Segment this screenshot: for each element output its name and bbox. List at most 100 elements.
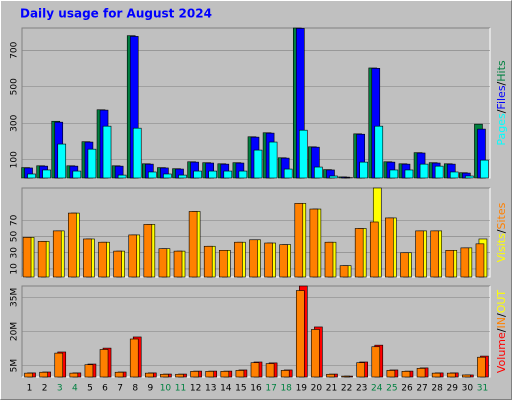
bar [205,371,215,378]
bar [148,171,157,179]
bar [445,250,455,278]
bar [386,370,396,378]
bar [57,143,67,179]
x-tick-label: 31 [477,384,488,394]
bar [145,372,154,378]
bar [265,363,275,378]
legend-entry: Volume [495,332,508,373]
y-tick-label: 700 [10,41,20,58]
bar [143,224,153,278]
bar [163,173,172,179]
bar [283,168,293,179]
bar [117,174,127,179]
legend-entry: Sites [495,202,508,229]
bar [158,248,168,278]
bar [401,371,411,378]
x-tick-label: 25 [386,384,397,394]
bar [415,230,424,278]
bar [219,250,228,278]
bar [87,148,97,179]
bar [208,170,218,179]
bar [234,241,243,278]
legend: Volume/IN/OUT [495,290,508,374]
x-tick-label: 8 [132,384,138,394]
bar [98,241,107,278]
x-tick-label: 21 [326,384,337,394]
bar [416,368,426,378]
bar [69,372,79,378]
bar [354,228,364,278]
bar [462,374,471,378]
x-tick-label: 26 [401,384,413,394]
bar [400,252,409,278]
x-tick-label: 27 [416,384,427,394]
bar [314,166,323,179]
bar [311,329,320,378]
bar [356,362,365,378]
legend-entry: OUT [495,290,508,314]
x-tick-label: 14 [220,384,232,394]
x-tick-label: 7 [117,384,123,394]
legend-entry: Hits [495,60,508,82]
bar [102,125,112,179]
x-tick-label: 3 [57,384,63,394]
x-tick-label: 2 [42,384,48,394]
bar [175,373,184,378]
x-tick-label: 16 [250,384,262,394]
bar [374,125,384,179]
legend-entry: IN [495,317,508,328]
x-tick-label: 13 [205,384,216,394]
bar [339,265,349,278]
y-tick-label: 5M [10,359,20,373]
bar [371,346,381,378]
legend-separator: / [495,109,508,113]
bar [54,352,64,378]
bar [128,234,138,278]
bar [419,163,429,179]
bar [113,250,122,278]
x-tick-label: 22 [341,384,352,394]
x-tick-label: 4 [72,384,78,394]
bar [84,364,94,378]
bar [68,212,77,278]
x-tick-label: 19 [296,384,308,394]
bar [268,141,278,179]
bar [460,247,470,278]
bar [203,245,213,278]
bar [72,170,82,179]
panel-frame-dark [21,187,490,277]
bar [309,208,319,278]
y-tick-label: 500 [10,78,20,95]
bar [280,370,290,378]
panel-frame-dark [21,27,490,178]
bar [114,371,124,378]
bar [477,356,486,378]
bar [446,372,456,378]
bar [249,239,258,278]
x-tick-label: 20 [311,384,323,394]
legend-entry: Files [495,85,508,109]
y-tick-label: 35M [10,288,20,307]
legend-separator: / [495,81,508,85]
bar [22,237,32,278]
y-tick-label: 30 [10,247,20,259]
bar [193,170,202,179]
x-tick-label: 30 [462,384,474,394]
bar [279,244,288,278]
legend-entry: Pages [495,113,508,146]
bar [465,175,474,179]
legend-separator: / [495,313,508,317]
bar [264,242,273,278]
x-tick-label: 10 [160,384,172,394]
bar [178,174,187,179]
bar [434,165,444,179]
bar [24,372,33,378]
bar [329,175,338,179]
legend-entry: Visits [495,233,508,262]
bar [132,127,142,179]
legend: Visits/Sites [495,202,508,262]
x-tick-label: 1 [27,384,33,394]
x-tick-label: 9 [147,384,153,394]
y-tick-label: 300 [10,114,20,131]
